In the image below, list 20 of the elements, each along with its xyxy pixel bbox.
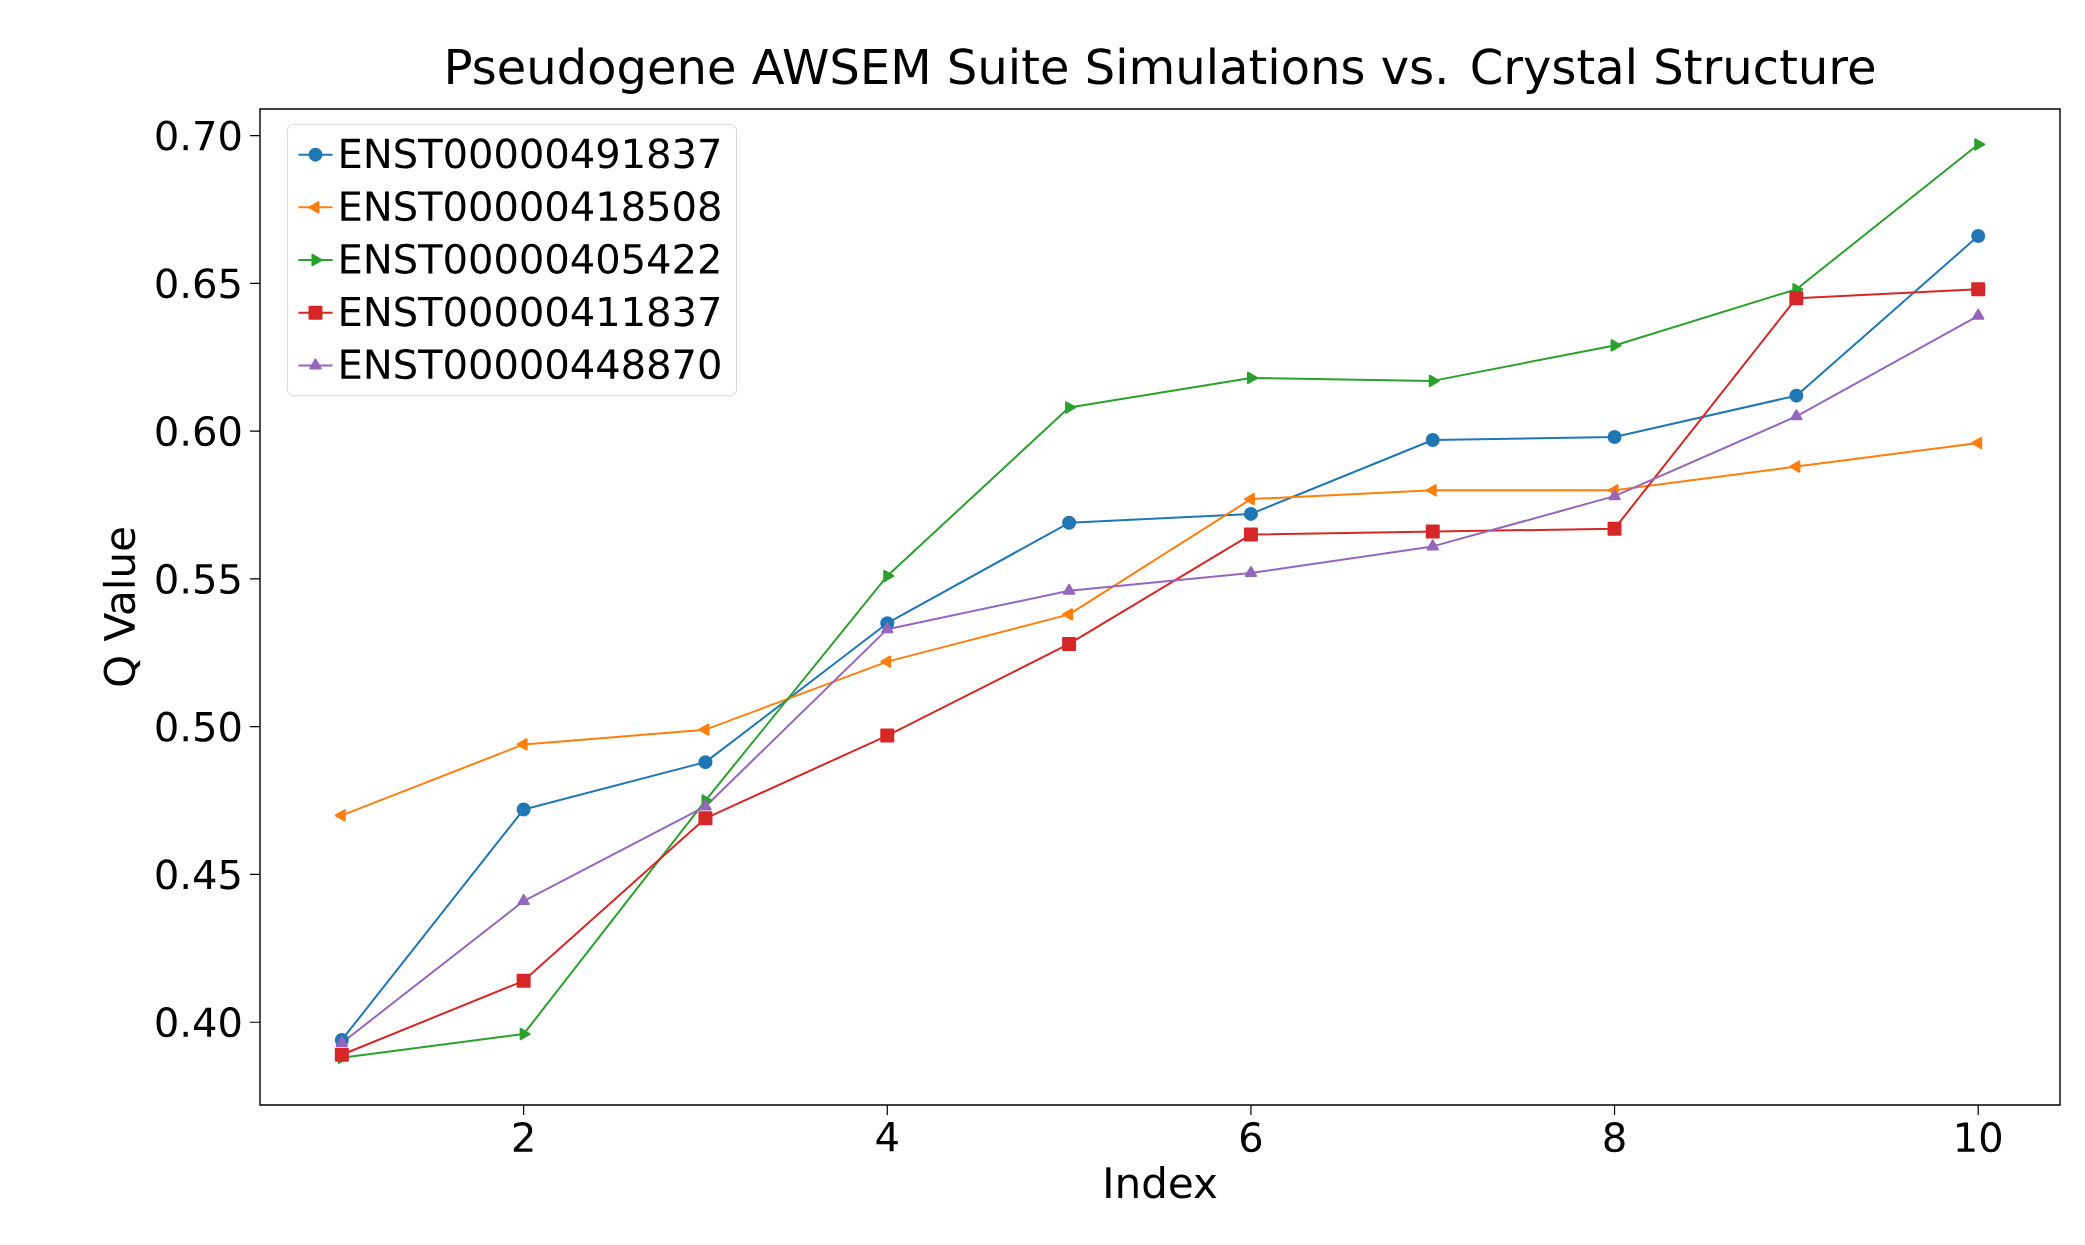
y-tick-label: 0.60: [156, 416, 241, 447]
x-tick-label: 6: [1240, 1122, 1262, 1153]
y-tick-label: 0.40: [156, 1007, 241, 1038]
legend-label: ENST00000411837: [341, 296, 719, 327]
x-tick-label: 8: [1604, 1122, 1625, 1153]
legend-label: ENST00000418508: [341, 191, 720, 222]
y-tick-label: 0.45: [156, 859, 240, 890]
y-tick-label: 0.50: [156, 711, 241, 742]
y-axis-title: Q Value: [102, 528, 141, 686]
legend-label: ENST00000448870: [341, 349, 720, 380]
y-tick-label: 0.55: [156, 563, 240, 595]
chart-title: Pseudogene AWSEM Suite Simulations vs. Crystal Structure: [448, 47, 1875, 94]
x-tick-label: 10: [1957, 1122, 2001, 1153]
x-axis-title: Index: [1106, 1166, 1217, 1199]
legend-label: ENST00000491837: [341, 138, 719, 169]
x-tick-label: 4: [876, 1122, 898, 1152]
y-tick-label: 0.65: [156, 268, 240, 299]
x-tick-label: 2: [513, 1122, 533, 1152]
legend-label: ENST00000405422: [341, 243, 719, 274]
y-tick-label: 0.70: [156, 120, 241, 151]
